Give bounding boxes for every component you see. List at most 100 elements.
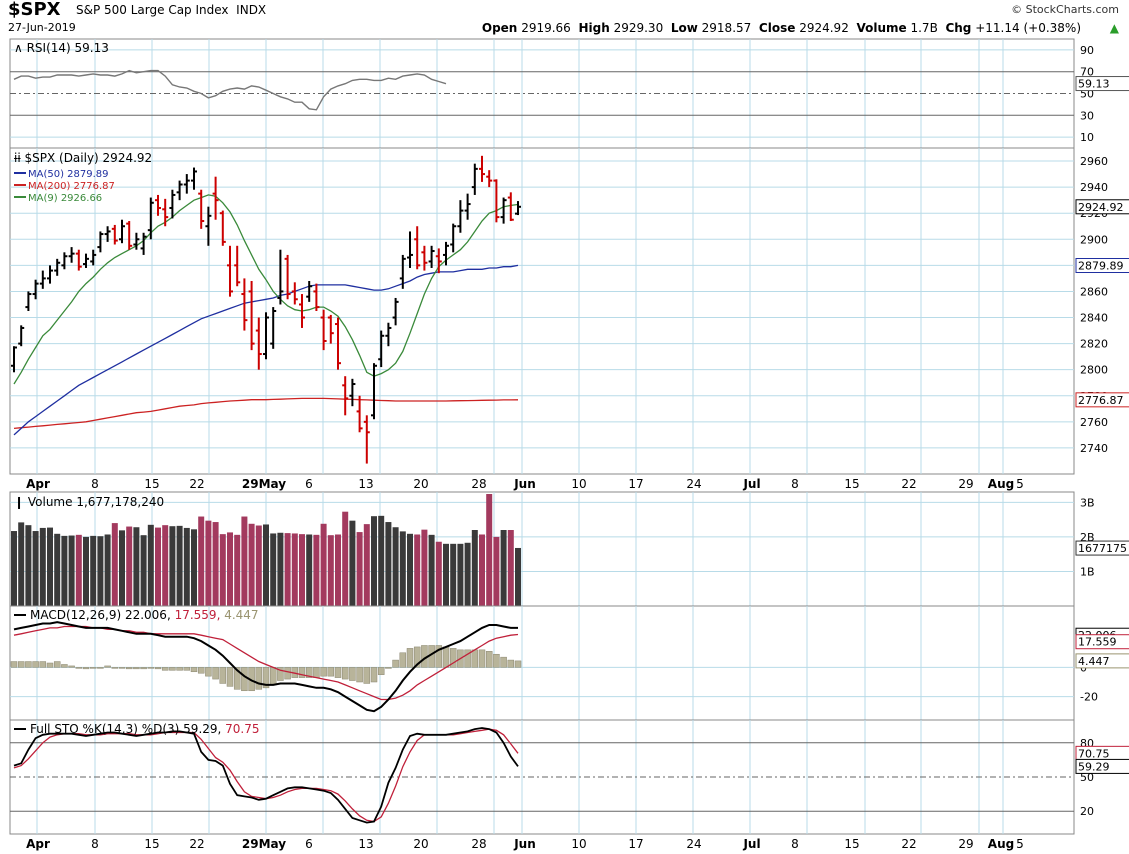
sto-k-last-value: 59.29 [1078,760,1110,773]
x-axis-label-bottom: Aug [988,837,1014,851]
sto-k-line [13,727,519,824]
x-axis-label-top: 29 [958,477,973,491]
volume-bar [219,534,226,606]
ma50-line [13,264,519,436]
volume-bar [198,516,205,606]
volume-bar [111,523,118,606]
volume-label: Volume [856,21,907,35]
macd-histogram-bar [118,667,126,669]
x-axis-label-bottom: 22 [901,837,916,851]
sto-legend-part: 70.75 [225,722,259,736]
x-axis-label-top: 15 [844,477,859,491]
ohlc-bar [219,210,226,246]
x-axis-label-bottom: Jul [742,837,760,851]
volume-bar [140,535,147,606]
macd-histogram-bar [392,659,399,668]
macd-histogram-bar [363,667,371,684]
macd-histogram-bar [320,667,327,677]
volume-bar [299,534,305,606]
close-label: Close [758,21,796,35]
macd-histogram-bar [341,667,349,680]
macd-histogram-bar [53,661,61,668]
ma50-last-value: 2879.89 [1078,260,1124,273]
ohlc-bar [155,194,161,216]
ohlc-bar [68,247,75,263]
macd-histogram-bar [233,667,241,690]
ohlc-bar [428,245,435,268]
macd-histogram-bar [183,667,191,671]
volume-bar [327,535,334,606]
rsi-last-value: 59.13 [1078,78,1110,91]
volume-bar [18,522,25,606]
volume-bar [241,516,248,606]
x-axis-label-bottom: 6 [305,837,313,851]
ma9-line [13,194,519,385]
volume-bar [248,523,255,606]
volume-bar [421,529,428,606]
macd-histogram-bar [255,667,263,690]
macd-histogram-bar [39,661,47,668]
x-axis-label-top: Jun [513,477,536,491]
volume-bar [457,543,464,606]
macd-histogram-bar [313,667,320,678]
macd-histogram-bar [17,661,25,668]
ohlc-bar [111,224,118,245]
volume-bar [342,511,349,606]
ohlc-bar [457,200,464,233]
x-axis-label-bottom: 29 [958,837,973,851]
macd-histogram-bar [334,667,342,678]
price-last-close-box [1075,199,1129,215]
x-axis-label-top: 13 [358,477,373,491]
volume-bar [471,530,478,606]
chart-header: $SPX S&P 500 Large Cap Index INDX 27-Jun… [0,0,1129,36]
macd-histogram-bar [97,667,104,669]
volume-bar [83,536,89,606]
macd-histogram-bar [413,646,421,668]
ohlc-bar [147,197,154,240]
index-name: S&P 500 Large Cap Index [76,3,229,17]
macd-histogram-bar [169,667,176,671]
ohlc-bar [75,249,82,271]
x-axis-label-top: 8 [791,477,799,491]
macd-histogram-bar [75,667,83,669]
macd-histogram-bar [176,667,183,671]
volume-bar [493,536,500,606]
x-axis-label-top: 15 [144,477,159,491]
price-ytick-label: 2800 [1080,364,1108,377]
x-axis-label-top: Aug [988,477,1014,491]
x-axis-label-top: Apr [26,477,50,491]
macd-signal-last-value: 17.559 [1078,636,1117,649]
stock-chart: 90 70 50 30 10 ∧ RSI(14) 59.13 59.13 2960 2940 29… [9,38,1129,851]
x-axis-label-bottom: 17 [628,837,643,851]
ohlc-bar [479,155,485,182]
ohlc-bar [241,278,248,331]
volume-bar [356,532,363,606]
ohlc-bar [54,258,61,276]
volume-bar [25,525,32,606]
macd-histogram-bar [478,649,486,668]
macd-histogram-bar [133,667,140,670]
volume-bar [450,543,457,606]
volume-bar [263,524,269,606]
macd-histogram-bar [514,660,522,668]
ohlc-bar [342,376,349,416]
macd-histogram-bar [212,667,219,680]
volume-bar [255,525,262,606]
ohlc-bar [363,415,370,464]
macd-histogram-bar [226,667,234,687]
ohlc-bar [104,226,111,242]
x-axis-label-top: 20 [413,477,428,491]
ohlc-bar [407,231,413,268]
x-axis-label-top: 22 [901,477,916,491]
ohlc-bar [392,297,399,326]
volume-bar [435,541,442,606]
volume-bar [47,527,53,606]
source-credit: © StockCharts.com [1011,3,1119,16]
volume-bar [119,530,125,606]
volume-bar [176,525,183,606]
price-ytick-label: 2820 [1080,338,1108,351]
ohlc-bar [421,245,428,271]
ohlc-bar [306,281,313,302]
macd-histogram-bar [471,649,479,668]
x-axis-label-bottom: 8 [91,837,99,851]
